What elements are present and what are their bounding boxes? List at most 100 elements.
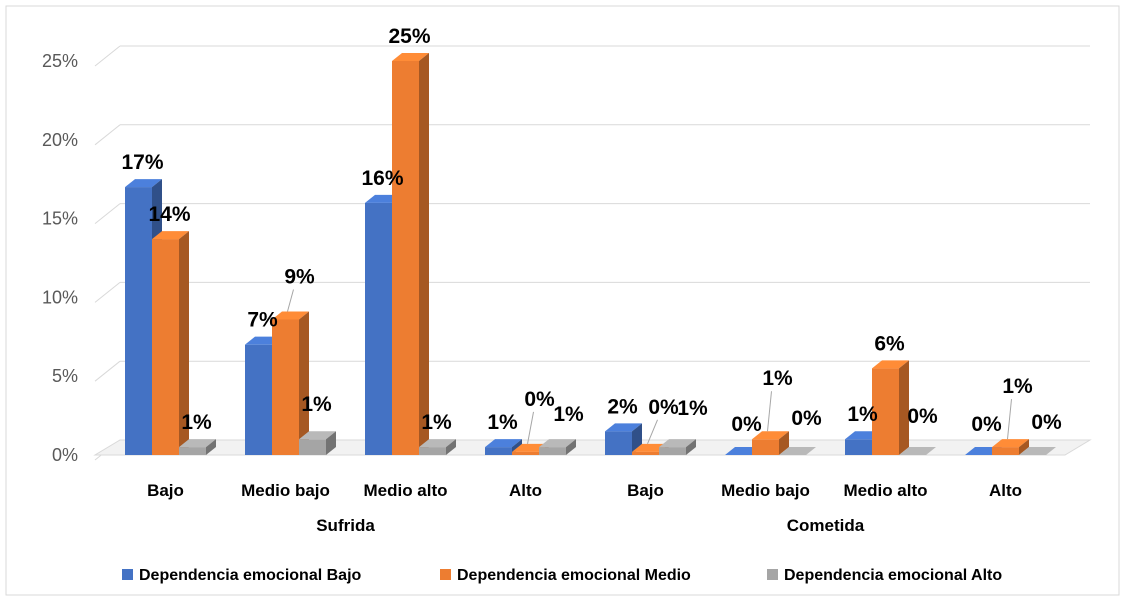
data-label: 1%: [487, 411, 518, 434]
bar-3-0: [485, 447, 512, 455]
bar-side: [1019, 439, 1029, 455]
y-tick-label: 25%: [42, 51, 78, 71]
legend-swatch: [440, 569, 451, 580]
bar-1-0: [245, 344, 272, 455]
bar-2-2: [419, 447, 446, 455]
data-label: 14%: [148, 203, 190, 226]
category-label: Bajo: [627, 481, 664, 500]
bar-side: [299, 311, 309, 455]
bar-4-2: [659, 447, 686, 455]
gridline-side: [94, 124, 121, 146]
bar-top: [992, 439, 1029, 448]
data-label: 6%: [874, 332, 905, 355]
data-labels: 17%14%1%7%9%1%16%25%1% 1%0%1% 2% 0%1%0%1%0%…: [121, 25, 1062, 445]
category-label: Alto: [989, 481, 1022, 500]
bar-2-0: [365, 202, 392, 455]
x-axis-category-labels: Bajo Medio bajo Medio alto Alto Bajo Medio ba…: [147, 481, 1022, 500]
legend-swatch: [122, 569, 133, 580]
gridline-side: [94, 282, 121, 303]
bar-top: [539, 439, 576, 448]
bar-side: [446, 439, 456, 455]
bar-top: [872, 360, 909, 369]
bar-top: [485, 439, 522, 448]
bar-top: [605, 423, 642, 432]
data-label: 0%: [524, 388, 555, 411]
chart-floor: [93, 439, 1092, 456]
data-label: 9%: [284, 265, 315, 288]
category-label: Medio bajo: [241, 481, 330, 500]
bar-3-2: [539, 447, 566, 455]
gridline-side: [94, 45, 121, 67]
bar-top: [272, 311, 309, 320]
bar-6-1: [872, 368, 899, 455]
bar-side: [779, 431, 789, 455]
bar-0-2: [179, 447, 206, 455]
bar-7-1: [992, 447, 1019, 455]
data-label: 1%: [553, 403, 584, 426]
bar-side: [206, 439, 216, 455]
data-label: 1%: [847, 403, 878, 426]
category-label: Medio alto: [843, 481, 927, 500]
data-label: 0%: [731, 413, 762, 436]
legend-label: Dependencia emocional Bajo: [139, 567, 362, 584]
data-label: 7%: [247, 309, 278, 332]
data-label: 0%: [791, 407, 822, 430]
data-label-leader: [647, 419, 658, 445]
y-tick-label: 10%: [42, 287, 78, 307]
chart-floor-plane: [93, 439, 1092, 456]
bar-4-1: [632, 451, 659, 455]
data-label-leader: [287, 289, 294, 312]
bar-0-1: [152, 239, 179, 455]
bar-side: [419, 53, 429, 455]
bar-top: [659, 439, 696, 448]
data-label: 16%: [361, 167, 403, 190]
bar-side: [179, 231, 189, 455]
bar-top: [179, 439, 216, 448]
bar-top: [152, 231, 189, 240]
data-label: 2%: [607, 395, 638, 418]
bar-3-1: [512, 451, 539, 455]
data-label-leader: [527, 411, 534, 444]
data-label-leader: [767, 391, 772, 432]
bar-top: [419, 439, 456, 448]
y-tick-label: 20%: [42, 130, 78, 150]
bar-top: [752, 431, 789, 440]
bar-top: [899, 447, 936, 455]
data-label: 1%: [1002, 375, 1033, 398]
data-label: 1%: [762, 367, 793, 390]
bar-top: [299, 431, 336, 440]
bar-4-0: [605, 431, 632, 455]
data-label: 0%: [907, 405, 938, 428]
bars: [125, 53, 1056, 455]
bar-top: [125, 179, 162, 188]
y-tick-label: 5%: [52, 366, 78, 386]
bar-2-1: [392, 61, 419, 455]
gridline-side: [94, 203, 121, 224]
legend-label: Dependencia emocional Alto: [784, 567, 1002, 584]
data-label: 0%: [971, 413, 1002, 436]
data-label: 25%: [388, 25, 430, 48]
bar-top: [1019, 447, 1056, 455]
data-label: 17%: [121, 151, 163, 174]
bar-6-0: [845, 439, 872, 455]
data-label: 1%: [421, 411, 452, 434]
x-axis-group-labels: Sufrida Cometida: [316, 516, 865, 535]
bar-side: [326, 431, 336, 455]
bar-top: [779, 447, 816, 455]
legend: Dependencia emocional Bajo Dependencia em…: [122, 567, 1002, 584]
data-label: 1%: [677, 397, 708, 420]
bar-side: [686, 439, 696, 455]
data-label: 0%: [648, 396, 679, 419]
data-label: 1%: [181, 411, 212, 434]
gridline-side: [94, 360, 121, 382]
category-label: Bajo: [147, 481, 184, 500]
bar-side: [566, 439, 576, 455]
category-label: Alto: [509, 481, 542, 500]
legend-swatch: [767, 569, 778, 580]
bar-0-0: [125, 187, 152, 455]
legend-label: Dependencia emocional Medio: [457, 567, 691, 584]
y-tick-label: 0%: [52, 445, 78, 465]
bar-1-1: [272, 319, 299, 455]
